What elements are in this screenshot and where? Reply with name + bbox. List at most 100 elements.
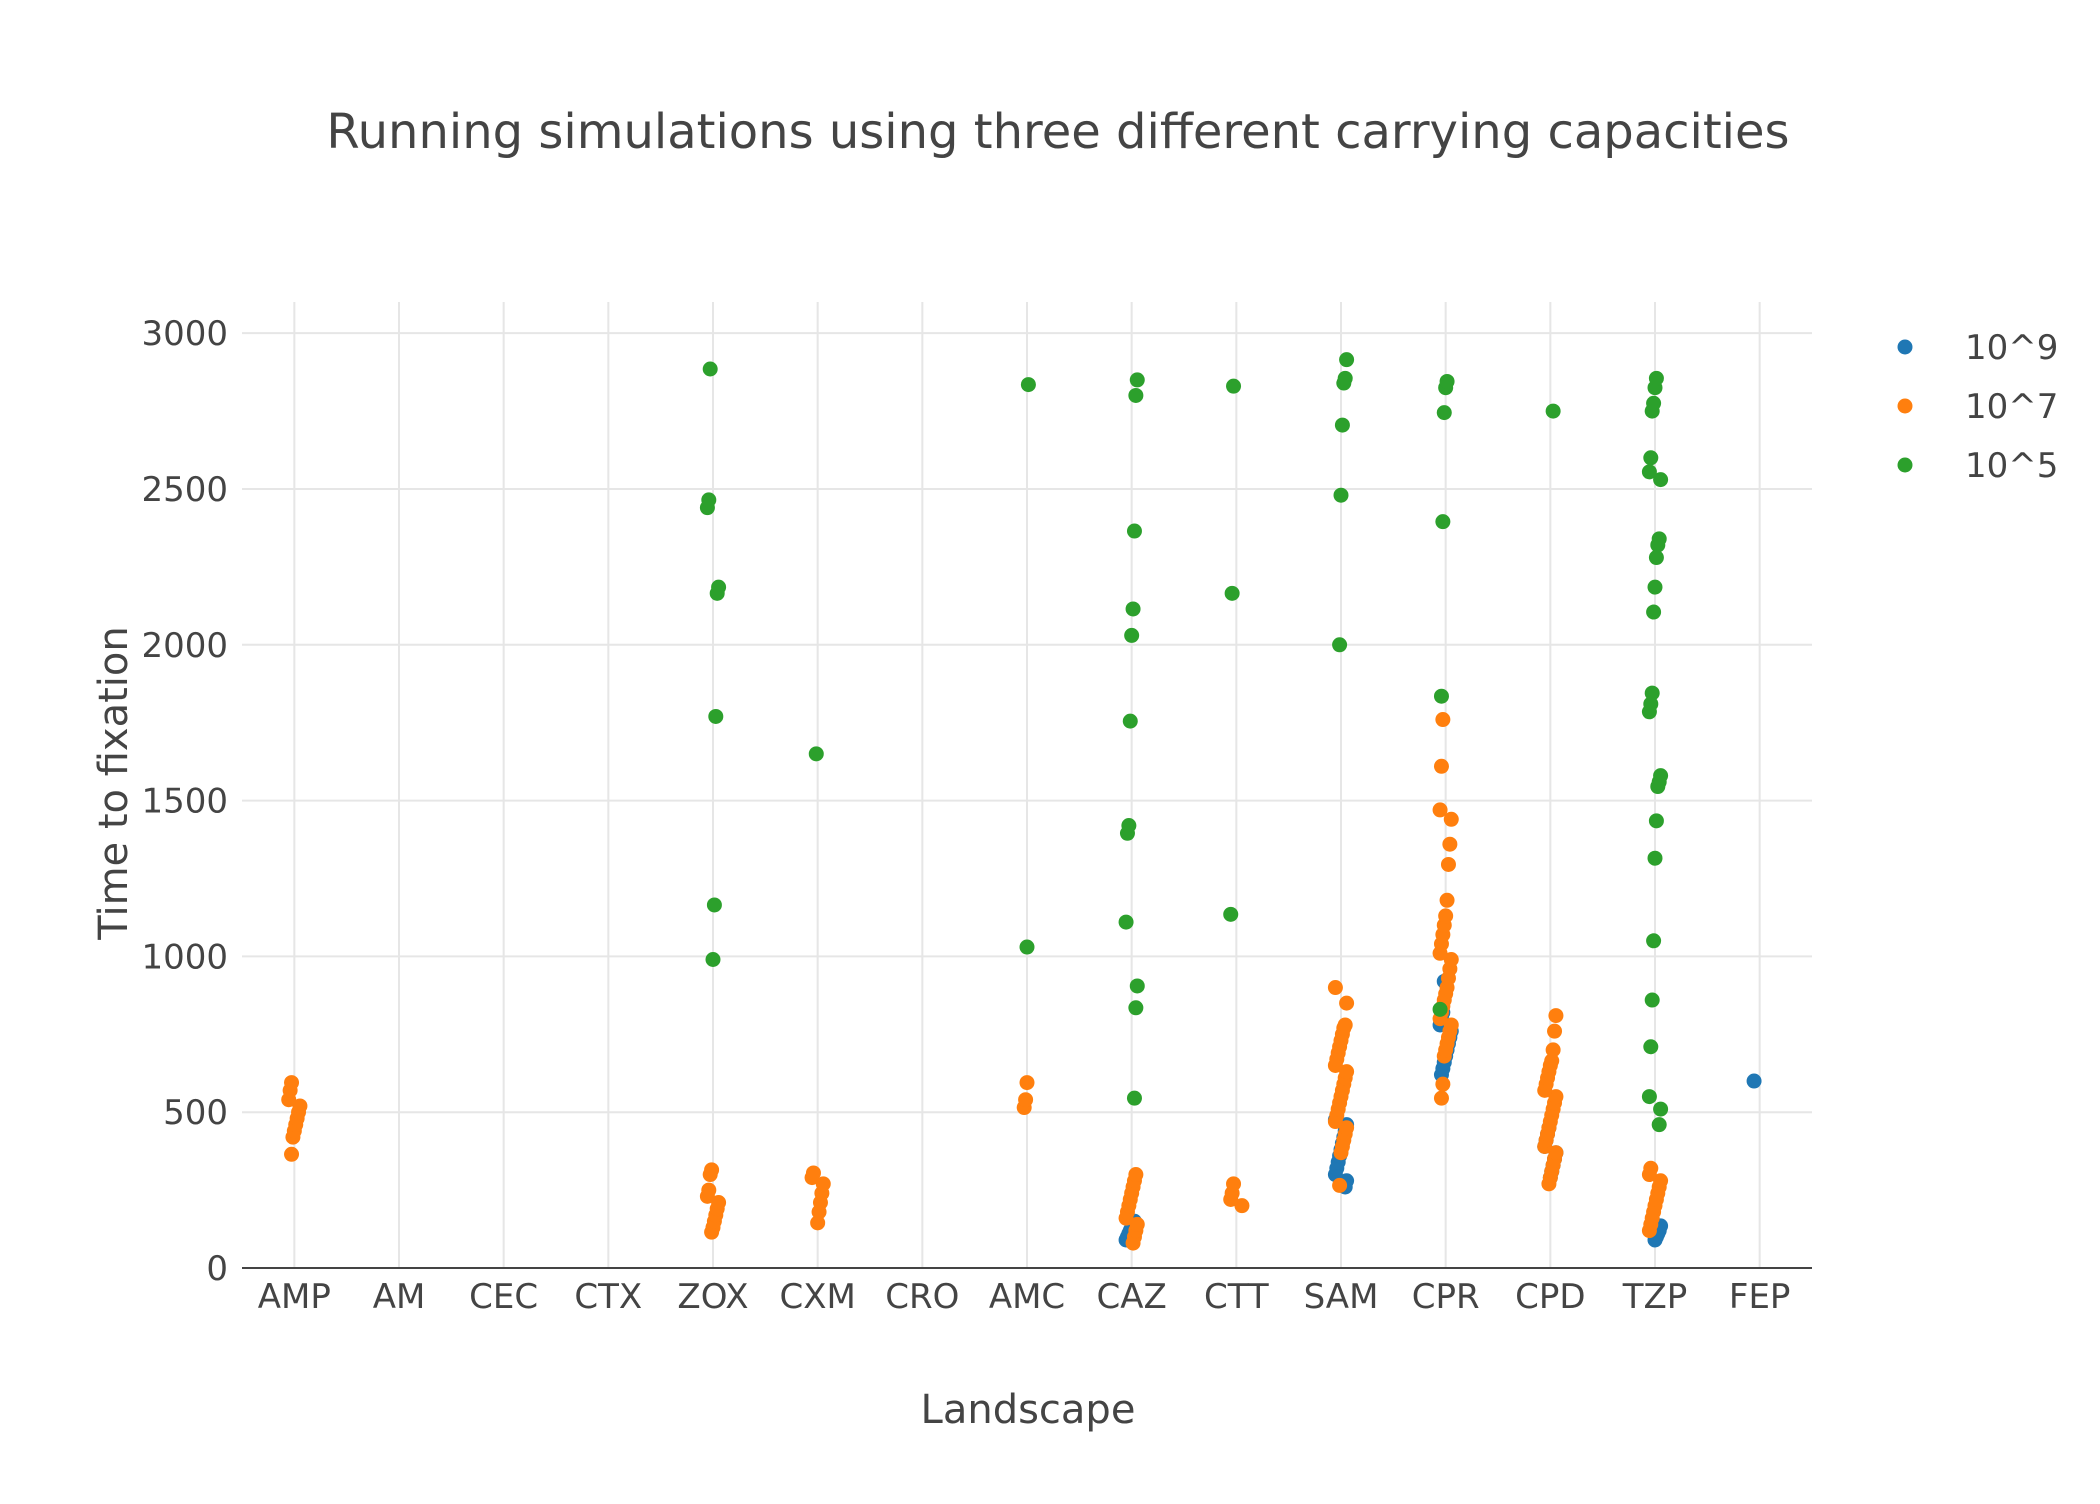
data-point [1435, 1076, 1451, 1092]
y-tick-label: 500 [163, 1093, 228, 1133]
y-tick-label: 0 [206, 1249, 228, 1289]
data-point [808, 746, 824, 762]
data-point [1334, 417, 1350, 433]
data-point [1224, 585, 1240, 601]
data-point [1443, 952, 1459, 968]
data-point [1223, 906, 1239, 922]
data-point [704, 1162, 720, 1178]
legend-label: 10^5 [1965, 446, 2058, 486]
legend-marker [1897, 457, 1913, 473]
legend-label: 10^7 [1965, 387, 2058, 427]
x-tick-label: SAM [1304, 1277, 1379, 1317]
data-point [1121, 818, 1137, 834]
data-point [815, 1176, 831, 1192]
x-tick-label: FEP [1729, 1277, 1791, 1317]
data-point [1125, 601, 1141, 617]
data-point [1746, 1073, 1762, 1089]
data-point [1339, 1064, 1355, 1080]
data-point [1443, 811, 1459, 827]
series-points [281, 712, 1669, 1251]
data-point [711, 579, 727, 595]
data-point [1433, 758, 1449, 774]
x-tick-label: CTX [574, 1277, 642, 1317]
data-point [1544, 1053, 1560, 1069]
data-point [1129, 372, 1145, 388]
data-point [1547, 1023, 1563, 1039]
data-point [810, 1215, 826, 1231]
data-point [1648, 550, 1664, 566]
data-point [1337, 370, 1353, 386]
data-point [1643, 1039, 1659, 1055]
data-point [1651, 1117, 1667, 1133]
data-point [1122, 713, 1138, 729]
x-tick-label: CAZ [1097, 1277, 1167, 1317]
legend-item[interactable]: 10^9 [1897, 328, 2059, 368]
data-point [1646, 933, 1662, 949]
data-point [1644, 992, 1660, 1008]
axes: AMP AM CEC CTX ZOX CXM CRO AMC CAZ CTT SAM CPR CPD TZ… [141, 314, 1812, 1317]
x-tick-label: AMC [989, 1277, 1065, 1317]
legend[interactable]: 10^9 10^7 10^5 [1897, 328, 2059, 486]
data-point [1339, 995, 1355, 1011]
data-point [1435, 712, 1451, 728]
data-point [1545, 403, 1561, 419]
data-point [1548, 1145, 1564, 1161]
data-point [1126, 1090, 1142, 1106]
legend-item[interactable]: 10^5 [1897, 446, 2059, 486]
data-point [1436, 405, 1452, 421]
data-point [292, 1098, 308, 1114]
data-point [1337, 1017, 1353, 1033]
y-tick-label: 3000 [141, 314, 228, 354]
data-point [284, 1146, 300, 1162]
data-point [1327, 980, 1343, 996]
x-tick-label: CXM [779, 1277, 855, 1317]
data-point [1443, 1017, 1459, 1033]
data-point [1128, 1167, 1144, 1183]
data-point [1226, 1176, 1242, 1192]
x-axis-title: Landscape [921, 1387, 1136, 1433]
data-point [1643, 696, 1659, 712]
data-point [805, 1165, 821, 1181]
data-point [1128, 387, 1144, 403]
data-point [1653, 1173, 1669, 1189]
data-point [1432, 1001, 1448, 1017]
series-points [699, 352, 1669, 1133]
data-point [702, 361, 718, 377]
chart-title: Running simulations using three differen… [326, 104, 1789, 160]
data-point [1442, 836, 1458, 852]
y-tick-label: 2500 [141, 470, 228, 510]
x-tick-label: AMP [258, 1277, 331, 1317]
data-point [1019, 1075, 1035, 1091]
data-point [1653, 768, 1669, 784]
data-point [1545, 1042, 1561, 1058]
x-tick-label: CPD [1515, 1277, 1585, 1317]
data-point [1018, 1092, 1034, 1108]
data-point [701, 492, 717, 508]
data-point [1433, 1090, 1449, 1106]
data-point [1647, 579, 1663, 595]
data-point [1124, 627, 1140, 643]
data-point [1339, 1120, 1355, 1136]
x-tick-label: ZOX [677, 1277, 748, 1317]
data-point [1226, 378, 1242, 394]
legend-item[interactable]: 10^7 [1897, 387, 2059, 427]
x-tick-label: CRO [885, 1277, 959, 1317]
y-tick-label: 1500 [141, 782, 228, 822]
data-point [1646, 395, 1662, 411]
data-point [1019, 939, 1035, 955]
data-point [1332, 637, 1348, 653]
x-tick-label: TZP [1622, 1277, 1688, 1317]
data-point [1438, 908, 1454, 924]
data-point [1129, 1216, 1145, 1232]
data-point [1129, 978, 1145, 994]
data-point [1339, 352, 1355, 368]
data-point [1020, 377, 1036, 393]
data-point [1643, 450, 1659, 466]
legend-label: 10^9 [1965, 328, 2058, 368]
data-point [1643, 1160, 1659, 1176]
data-point [1432, 802, 1448, 818]
data-point [284, 1075, 300, 1091]
data-point [711, 1195, 727, 1211]
